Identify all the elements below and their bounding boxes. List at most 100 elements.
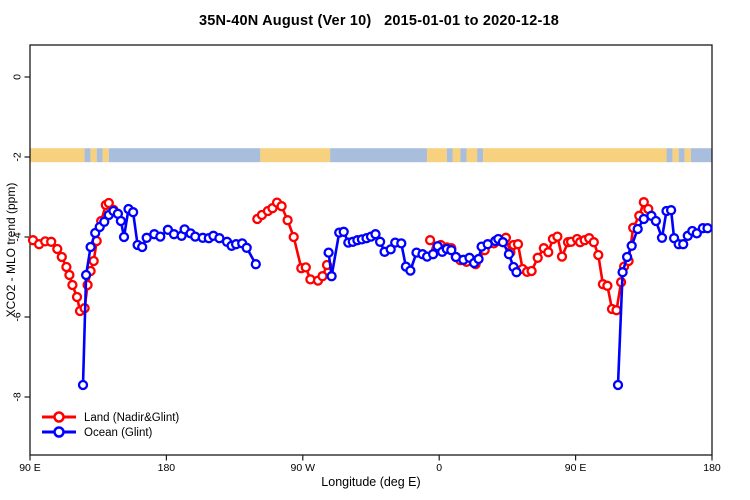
data-point-marker xyxy=(288,231,299,243)
data-point-marker xyxy=(80,269,92,281)
data-point-marker xyxy=(621,251,633,263)
y-tick-label: -4 xyxy=(12,232,24,241)
x-tick-label: 180 xyxy=(703,462,721,474)
data-point-marker xyxy=(424,235,436,246)
legend-entry-label: Land (Nadir&Glint) xyxy=(84,412,179,424)
y-tick-label: -8 xyxy=(12,392,24,401)
series-ocean xyxy=(77,203,713,391)
map-band-segment-land xyxy=(90,148,97,163)
data-point-marker xyxy=(137,241,148,253)
legend-marker-sample xyxy=(53,426,65,438)
data-point-marker xyxy=(665,205,677,216)
data-point-marker xyxy=(323,247,334,258)
data-point-marker xyxy=(691,228,702,239)
x-tick-label: 0 xyxy=(436,462,442,474)
legend-marker-sample xyxy=(53,411,65,423)
data-point-marker xyxy=(241,242,252,253)
x-tick-label: 180 xyxy=(158,462,176,474)
y-tick-label: 0 xyxy=(12,74,24,80)
data-point-marker xyxy=(317,271,328,282)
data-point-marker xyxy=(427,249,439,260)
data-point-marker xyxy=(612,379,624,391)
map-band-segment-ocean xyxy=(460,148,467,163)
data-point-marker xyxy=(282,215,293,226)
plot-border xyxy=(29,44,713,456)
map-band-segment-land xyxy=(102,148,109,163)
data-point-marker xyxy=(300,262,311,273)
data-point-marker xyxy=(617,267,628,278)
data-point-marker xyxy=(64,269,75,281)
data-point-marker xyxy=(512,239,524,250)
map-band-segment-land xyxy=(684,148,691,163)
map-band-segment-ocean xyxy=(690,148,712,163)
data-point-marker xyxy=(370,229,381,240)
x-axis-label: Longitude (deg E) xyxy=(321,475,421,489)
data-point-marker xyxy=(556,251,568,262)
map-band-segment-land xyxy=(672,148,679,163)
data-point-marker xyxy=(511,267,522,278)
map-band-segment-land xyxy=(427,148,447,163)
data-point-marker xyxy=(61,261,72,273)
data-point-marker xyxy=(543,247,554,258)
data-point-marker xyxy=(67,279,78,291)
map-band-segment-ocean xyxy=(678,148,685,163)
data-point-marker xyxy=(638,197,649,208)
legend-entry-label: Ocean (Glint) xyxy=(84,427,153,439)
data-point-marker xyxy=(276,201,287,212)
data-point-marker xyxy=(118,231,130,243)
data-point-marker xyxy=(77,379,89,391)
data-point-marker xyxy=(650,215,662,227)
data-point-marker xyxy=(552,231,563,242)
map-band-segment-land xyxy=(452,148,461,163)
data-point-marker xyxy=(702,223,713,234)
data-point-marker xyxy=(588,237,599,248)
map-band-segment-ocean xyxy=(446,148,453,163)
data-point-marker xyxy=(46,236,57,247)
data-point-marker xyxy=(626,240,637,251)
map-band-segment-ocean xyxy=(84,148,91,163)
data-point-marker xyxy=(326,271,337,282)
data-point-marker xyxy=(338,226,349,237)
data-point-marker xyxy=(473,253,484,265)
map-band-segment-land xyxy=(30,148,85,163)
data-point-marker xyxy=(532,252,543,263)
data-point-marker xyxy=(56,251,67,263)
map-band-segment-ocean xyxy=(477,148,484,163)
data-point-marker xyxy=(446,245,457,256)
data-point-marker xyxy=(85,241,96,253)
data-point-marker xyxy=(632,223,643,235)
data-point-marker xyxy=(656,232,668,243)
map-band-segment-ocean xyxy=(666,148,673,163)
data-point-marker xyxy=(526,265,537,277)
world-map-band xyxy=(30,148,712,163)
data-point-marker xyxy=(396,238,407,249)
data-point-marker xyxy=(155,231,166,242)
map-band-segment-land xyxy=(466,148,478,163)
data-point-marker xyxy=(405,265,416,276)
x-tick-label: 90 W xyxy=(291,462,316,474)
data-point-marker xyxy=(374,236,386,247)
data-point-marker xyxy=(99,216,110,227)
data-point-marker xyxy=(602,280,613,291)
legend: Land (Nadir&Glint) Ocean (Glint) xyxy=(42,411,179,439)
data-point-marker xyxy=(593,249,604,261)
data-point-marker xyxy=(250,259,261,270)
data-point-marker xyxy=(127,207,139,218)
data-point-marker xyxy=(611,305,622,316)
data-point-marker xyxy=(678,239,689,250)
data-point-marker xyxy=(103,197,114,209)
data-point-marker xyxy=(115,215,127,227)
y-axis-ticks: 0 -2 -4 -6 -8 xyxy=(12,74,30,402)
data-point-marker xyxy=(497,237,509,248)
x-tick-label: 90 E xyxy=(19,462,41,474)
map-band-segment-ocean xyxy=(108,148,261,163)
y-tick-label: -2 xyxy=(12,152,24,161)
map-band-segment-ocean xyxy=(330,148,428,163)
chart-title: 35N-40N August (Ver 10) 2015-01-01 to 20… xyxy=(198,13,560,29)
x-tick-label: 90 E xyxy=(565,462,587,474)
data-point-marker xyxy=(503,249,515,260)
data-point-marker xyxy=(385,244,396,255)
data-point-marker xyxy=(88,255,99,267)
